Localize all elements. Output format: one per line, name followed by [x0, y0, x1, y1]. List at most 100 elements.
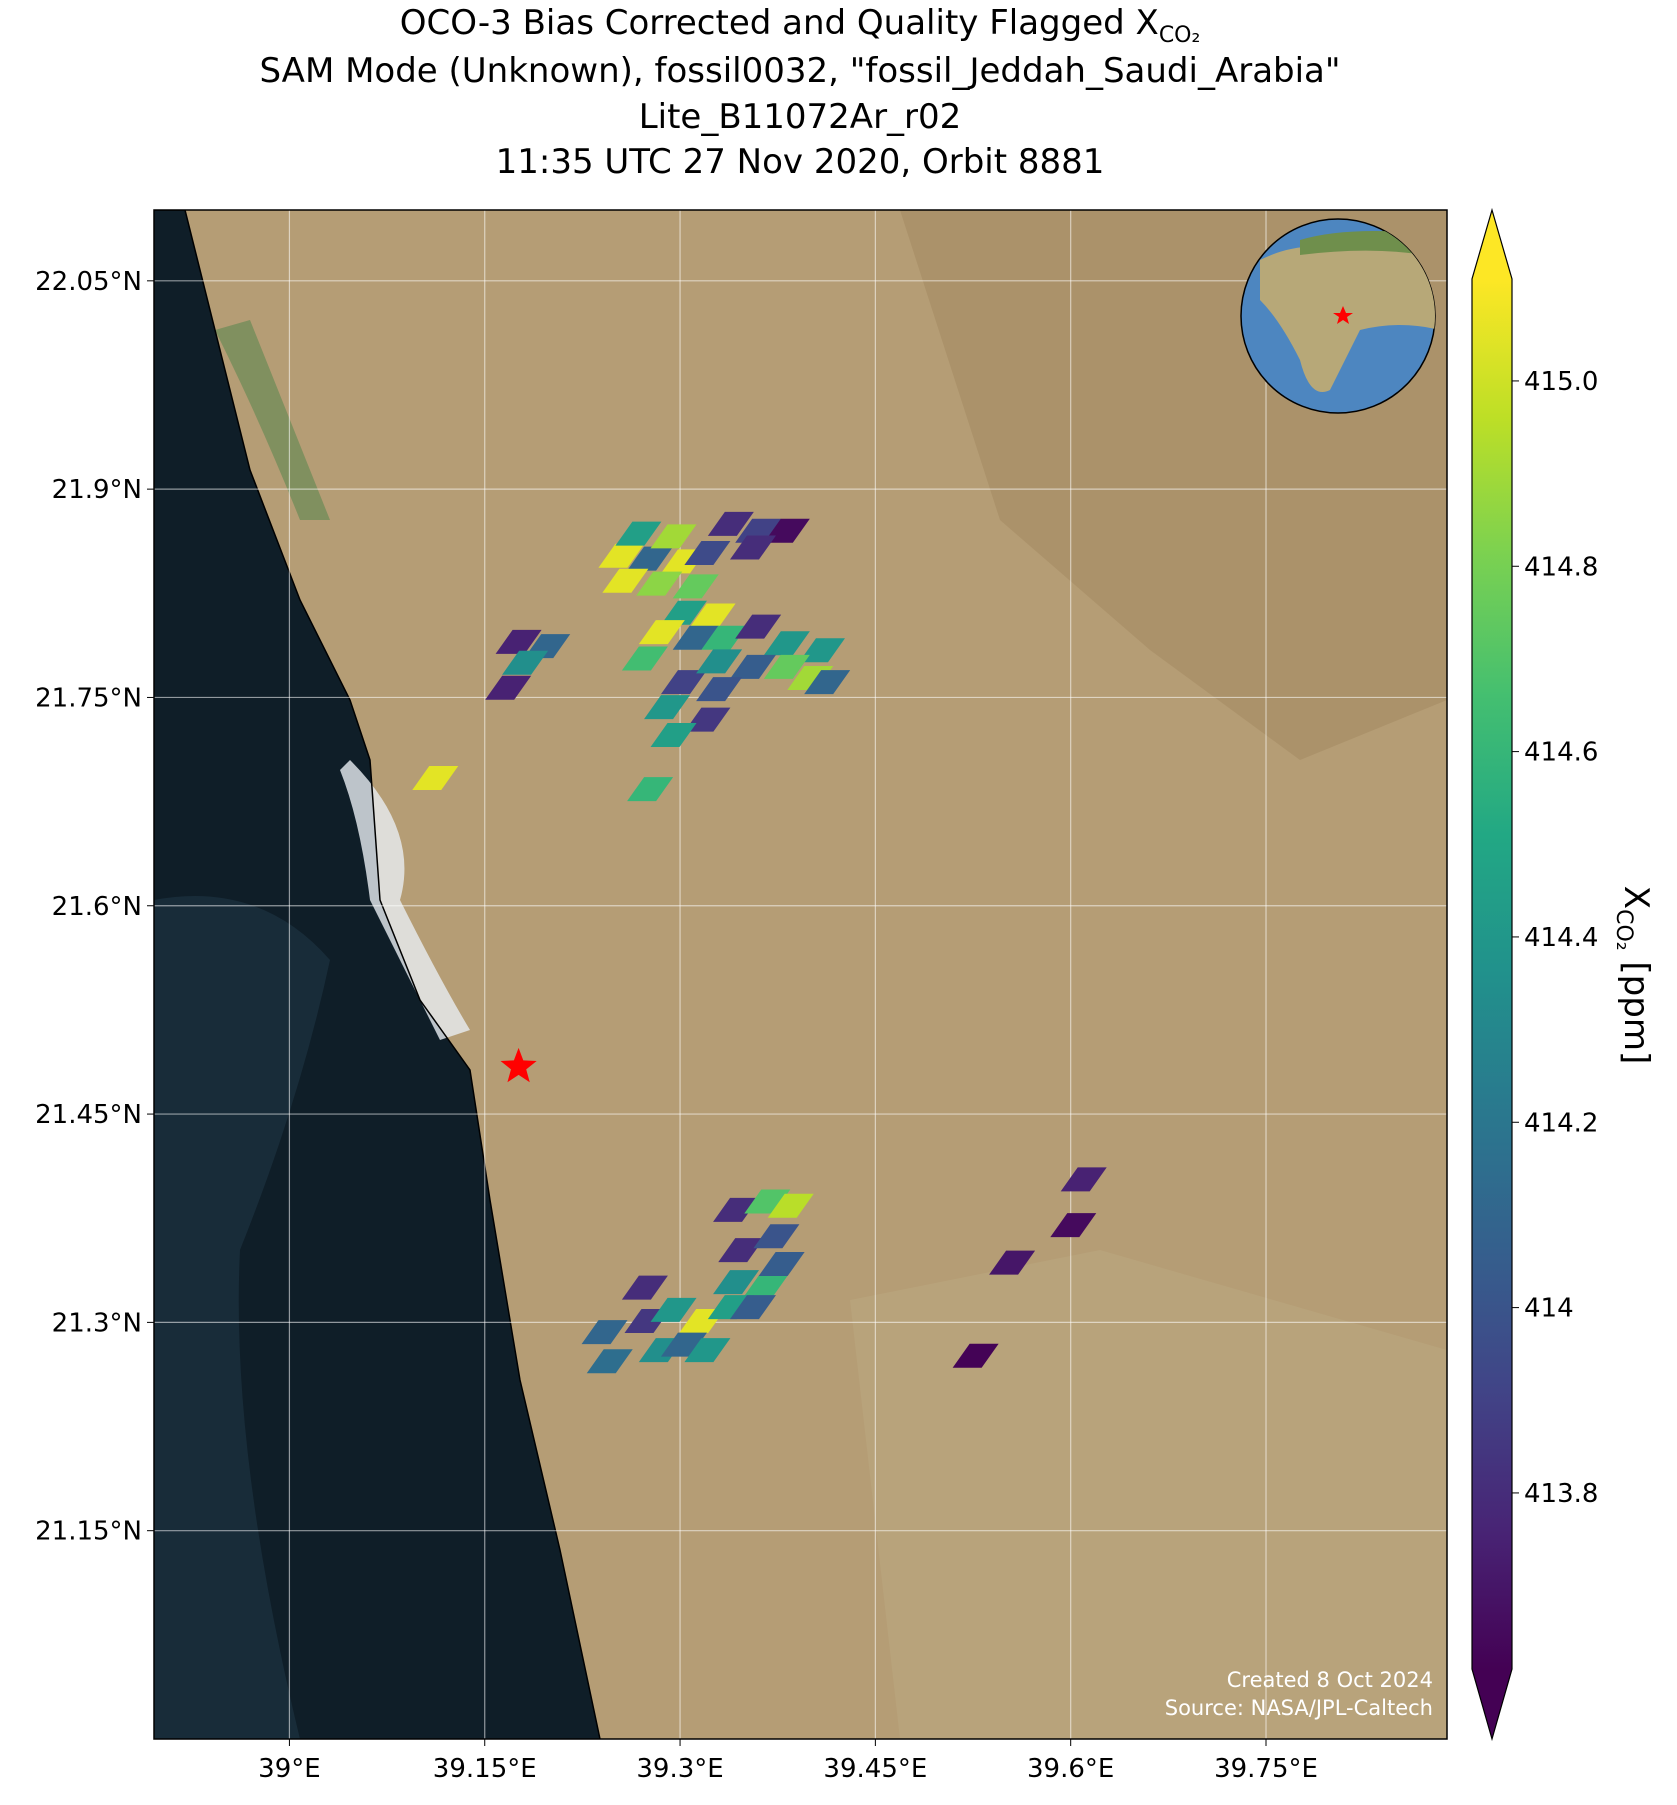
footprint: [763, 654, 810, 679]
footprint: [696, 677, 743, 702]
colorbar-extend-min: [1472, 1669, 1512, 1739]
footprint: [650, 722, 697, 747]
map-background: [154, 210, 1447, 1739]
colorbar-body: [1472, 279, 1512, 1669]
x-tick-label: 39.3°E: [636, 1754, 723, 1784]
title-text: 11:35 UTC 27 Nov 2020, Orbit 8881: [496, 142, 1105, 182]
footprint: [1050, 1213, 1097, 1238]
y-tick-label: 21.6°N: [52, 892, 142, 922]
footprint: [638, 620, 685, 645]
chart-title: SAM Mode (Unknown), fossil0032, "fossil_…: [259, 51, 1340, 91]
colorbar-tick-label: 413.8: [1524, 1479, 1598, 1509]
footprint: [707, 511, 754, 536]
colorbar-outline: [1471, 207, 1513, 1742]
chart-title: OCO-3 Bias Corrected and Quality Flagged…: [400, 3, 1201, 48]
title-subscript: CO₂: [1159, 23, 1201, 48]
colorbar-label-suffix: [ppm]: [1616, 951, 1656, 1065]
y-tick-label: 21.9°N: [52, 475, 142, 505]
y-tick-label: 22.05°N: [35, 267, 142, 297]
target-star: [500, 1047, 537, 1083]
y-tick-label: 21.75°N: [35, 683, 142, 713]
footprint: [767, 1193, 814, 1218]
y-tick-label: 21.15°N: [35, 1517, 142, 1547]
colorbar-extend-max: [1472, 210, 1512, 279]
x-tick-label: 39°E: [258, 1754, 321, 1784]
colorbar: 413.8 414 414.2 414.4 414.6 414.8 415.0 XCO₂ [p…: [1471, 207, 1656, 1742]
footprint: [586, 1349, 633, 1374]
footprint: [672, 625, 719, 650]
x-tick-label: 39.15°E: [433, 1754, 537, 1784]
colorbar-tick-label: 415.0: [1524, 367, 1598, 397]
footprint: [713, 1197, 760, 1222]
footprint: [735, 614, 782, 639]
globe-inset: [1240, 218, 1436, 414]
footprint: [660, 600, 707, 625]
footprint: [502, 650, 549, 675]
footprint: [650, 524, 697, 549]
title-block: OCO-3 Bias Corrected and Quality Flagged…: [259, 3, 1340, 182]
footprint: [989, 1250, 1036, 1275]
footprint: [644, 695, 691, 720]
title-text: Lite_B11072Ar_r02: [639, 97, 962, 137]
footprint: [684, 707, 731, 732]
x-tick-label: 39.6°E: [1027, 1754, 1114, 1784]
chart-title: 11:35 UTC 27 Nov 2020, Orbit 8881: [496, 142, 1105, 182]
footprint: [650, 1297, 697, 1322]
axes: 39°E 39.15°E 39.3°E 39.45°E 39.6°E 39.75°E 21.…: [35, 267, 1433, 1784]
footprint: [412, 765, 459, 790]
x-tick-label: 39.75°E: [1214, 1754, 1318, 1784]
footprint: [729, 654, 776, 679]
credit-text: Source: NASA/JPL-Caltech: [1165, 1696, 1433, 1720]
footprint: [713, 1270, 760, 1295]
grid: [154, 210, 1447, 1739]
y-tick-label: 21.3°N: [52, 1308, 142, 1338]
footprint: [581, 1320, 628, 1345]
credit-text: Created 8 Oct 2024: [1227, 1668, 1433, 1692]
footprint: [753, 1224, 800, 1249]
y-tick-label: 21.45°N: [35, 1100, 142, 1130]
title-text: SAM Mode (Unknown), fossil0032, "fossil_…: [259, 51, 1340, 91]
colorbar-label-text: X: [1616, 886, 1656, 909]
colorbar-tick-label: 414.2: [1524, 1108, 1598, 1138]
footprints: [412, 511, 1107, 1374]
footprint: [672, 574, 719, 599]
title-text: OCO-3 Bias Corrected and Quality Flagged…: [400, 3, 1159, 43]
footprint: [758, 1252, 805, 1277]
footprint: [729, 535, 776, 560]
footprint: [660, 1332, 707, 1357]
footprint: [696, 649, 743, 674]
footprint: [952, 1343, 999, 1368]
colorbar-label: XCO₂ [ppm]: [1611, 886, 1656, 1064]
footprint: [744, 1189, 791, 1214]
footprint: [718, 1238, 765, 1263]
colorbar-tick-label: 414.8: [1524, 552, 1598, 582]
footprint: [684, 1338, 731, 1363]
footprint: [729, 1295, 776, 1320]
footprint: [627, 777, 674, 802]
x-tick-label: 39.45°E: [823, 1754, 927, 1784]
footprint: [741, 1275, 788, 1300]
footprint: [602, 568, 649, 593]
footprint: [684, 541, 731, 566]
chart-title: Lite_B11072Ar_r02: [639, 97, 962, 137]
colorbar-tick-label: 414.6: [1524, 738, 1598, 768]
footprint: [621, 1275, 668, 1300]
footprint: [627, 546, 674, 571]
footprint: [763, 631, 810, 656]
footprint: [763, 518, 810, 543]
footprint: [495, 629, 542, 654]
footprint: [707, 1295, 754, 1320]
footprint: [804, 670, 851, 695]
footprint: [701, 625, 748, 650]
footprint: [636, 571, 683, 596]
footprint: [598, 543, 645, 568]
colorbar-tick-label: 414: [1524, 1294, 1574, 1324]
footprint: [1060, 1167, 1107, 1192]
footprint: [798, 638, 845, 663]
colorbar-label-subscript: CO₂: [1611, 909, 1636, 951]
footprint: [615, 521, 662, 546]
footprint: [689, 603, 736, 628]
footprint: [621, 646, 668, 671]
colorbar-tick-label: 414.4: [1524, 923, 1598, 953]
